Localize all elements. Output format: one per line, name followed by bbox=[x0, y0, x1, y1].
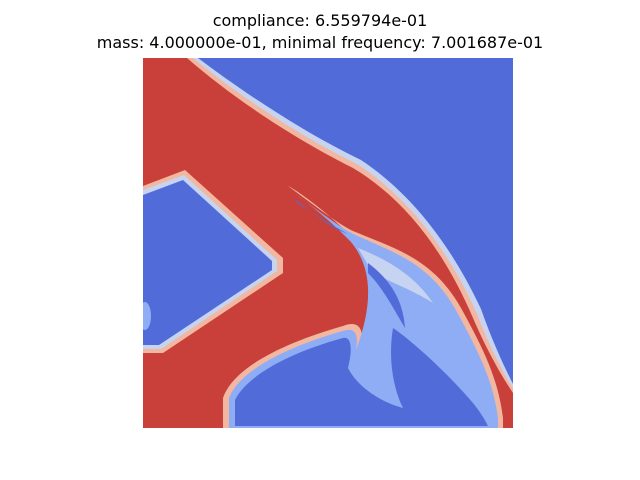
void-upper-right bbox=[187, 58, 513, 393]
void-left bbox=[143, 170, 283, 353]
title-compliance: compliance: 6.559794e-01 bbox=[212, 11, 428, 30]
title-mass-frequency: mass: 4.000000e-01, minimal frequency: 7… bbox=[96, 33, 544, 52]
void-lower-right bbox=[223, 186, 503, 428]
topology-density-plot bbox=[143, 58, 513, 428]
solid-edge-strip bbox=[503, 393, 513, 428]
